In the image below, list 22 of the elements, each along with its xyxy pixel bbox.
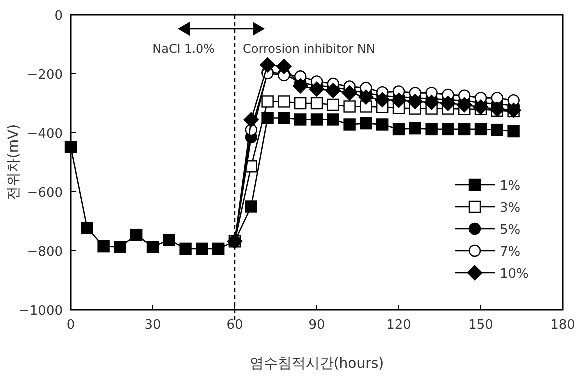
y-tick-label: 0: [54, 9, 63, 24]
x-tick-label: 120: [386, 318, 412, 333]
annotation: NaCl 1.0%: [152, 42, 215, 56]
x-tick-label: 30: [144, 318, 162, 333]
y-tick-label: −800: [27, 245, 63, 260]
x-tick-label: 180: [550, 318, 576, 333]
legend-label: 7%: [500, 245, 521, 260]
y-tick-label: −1000: [19, 304, 63, 319]
x-axis-title: 염수침적시간(hours): [250, 356, 384, 372]
annotation: Corrosion inhibitor NN: [243, 42, 376, 56]
y-tick-label: −200: [27, 68, 63, 83]
y-tick-label: −400: [27, 127, 63, 142]
y-axis-title: 전위차(mV): [6, 124, 22, 201]
legend-label: 3%: [500, 201, 521, 216]
legend-label: 1%: [500, 179, 521, 194]
y-tick-label: −600: [27, 186, 63, 201]
x-tick-label: 150: [468, 318, 494, 333]
x-tick-label: 0: [66, 318, 76, 333]
legend-label: 10%: [500, 267, 529, 282]
legend-label: 5%: [500, 223, 521, 238]
x-tick-label: 90: [308, 318, 326, 333]
x-tick-label: 60: [226, 318, 244, 333]
